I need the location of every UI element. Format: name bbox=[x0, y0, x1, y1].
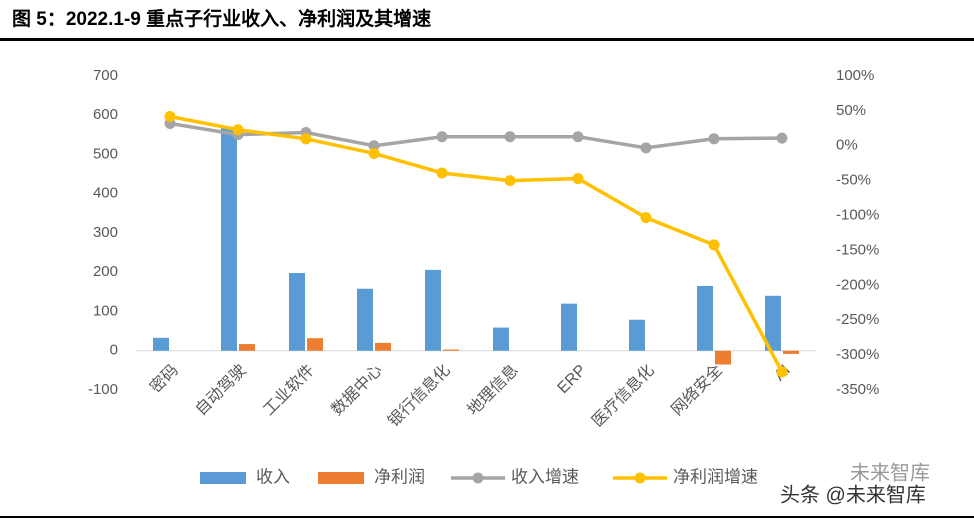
legend-label: 净利润增速 bbox=[673, 467, 758, 486]
y2-tick-label: -250% bbox=[836, 311, 879, 328]
x-tick-label: 工业软件 bbox=[260, 361, 318, 419]
bottom-rule bbox=[0, 516, 974, 518]
y-tick-label: 100 bbox=[93, 302, 118, 319]
bar bbox=[375, 342, 391, 351]
x-tick-label: 网络安全 bbox=[667, 360, 726, 419]
line-marker bbox=[368, 147, 380, 159]
watermark: 头条 @未来智库 bbox=[780, 483, 926, 506]
bar bbox=[239, 344, 255, 351]
y2-tick-label: -350% bbox=[836, 381, 879, 398]
x-tick-label: 地理信息 bbox=[464, 361, 522, 419]
bar bbox=[307, 338, 323, 351]
bar bbox=[629, 319, 645, 351]
bar bbox=[561, 303, 577, 351]
bar bbox=[289, 273, 305, 351]
bar bbox=[697, 285, 713, 351]
line-marker bbox=[504, 131, 516, 143]
bar bbox=[765, 295, 781, 351]
legend-swatch bbox=[200, 472, 246, 484]
line-marker bbox=[640, 212, 652, 224]
bar bbox=[153, 337, 169, 351]
line-marker bbox=[164, 110, 176, 122]
watermark: 未来智库 bbox=[850, 461, 930, 484]
bar bbox=[783, 350, 799, 354]
line-marker bbox=[436, 131, 448, 143]
legend-swatch bbox=[634, 472, 646, 484]
y-tick-label: 600 bbox=[93, 106, 118, 123]
y2-tick-label: -100% bbox=[836, 207, 879, 224]
y-tick-label: 700 bbox=[93, 67, 118, 84]
bar bbox=[357, 288, 373, 351]
legend-label: 收入 bbox=[256, 467, 290, 486]
line-marker bbox=[232, 124, 244, 136]
line-marker bbox=[708, 133, 720, 145]
line-marker bbox=[776, 366, 788, 378]
y-tick-label: 500 bbox=[93, 145, 118, 162]
bar bbox=[493, 327, 509, 351]
legend-swatch bbox=[318, 472, 364, 484]
y-tick-label: 200 bbox=[93, 263, 118, 280]
line-marker bbox=[640, 142, 652, 154]
y-tick-label: 400 bbox=[93, 185, 118, 202]
line-marker bbox=[572, 173, 584, 185]
chart-title: 图 5：2022.1-9 重点子行业收入、净利润及其增速 bbox=[12, 7, 431, 30]
x-tick-label: 密码 bbox=[146, 361, 181, 396]
y-tick-label: 300 bbox=[93, 224, 118, 241]
x-tick-label: 医疗信息化 bbox=[589, 361, 658, 430]
line bbox=[169, 121, 783, 150]
y-tick-label: 0 bbox=[110, 342, 118, 359]
x-tick-label: 数据中心 bbox=[328, 361, 386, 419]
x-tick-label: 银行信息化 bbox=[385, 361, 454, 430]
legend-label: 收入增速 bbox=[511, 467, 579, 486]
bar bbox=[443, 349, 459, 351]
line-marker bbox=[368, 140, 380, 152]
y2-tick-label: -200% bbox=[836, 276, 879, 293]
line-marker bbox=[708, 239, 720, 251]
bar bbox=[425, 269, 441, 351]
line-marker bbox=[504, 175, 516, 187]
legend-label: 净利润 bbox=[374, 467, 425, 486]
line-marker bbox=[776, 132, 788, 144]
line bbox=[169, 114, 784, 373]
y2-tick-label: 50% bbox=[836, 102, 866, 119]
y2-tick-label: -150% bbox=[836, 241, 879, 258]
bar bbox=[221, 128, 237, 351]
y2-tick-label: -300% bbox=[836, 346, 879, 363]
line-marker bbox=[436, 167, 448, 179]
title-rule bbox=[0, 38, 974, 41]
x-tick-label: 自动驾驶 bbox=[192, 361, 250, 419]
y2-tick-label: 0% bbox=[836, 137, 858, 154]
x-tick-label: ERP bbox=[555, 362, 590, 397]
bar bbox=[715, 350, 731, 365]
y-tick-label: -100 bbox=[88, 381, 118, 398]
line-marker bbox=[572, 131, 584, 143]
y2-tick-label: 100% bbox=[836, 67, 874, 84]
y2-tick-label: -50% bbox=[836, 172, 871, 189]
legend-swatch bbox=[472, 472, 484, 484]
line-marker bbox=[300, 133, 312, 145]
